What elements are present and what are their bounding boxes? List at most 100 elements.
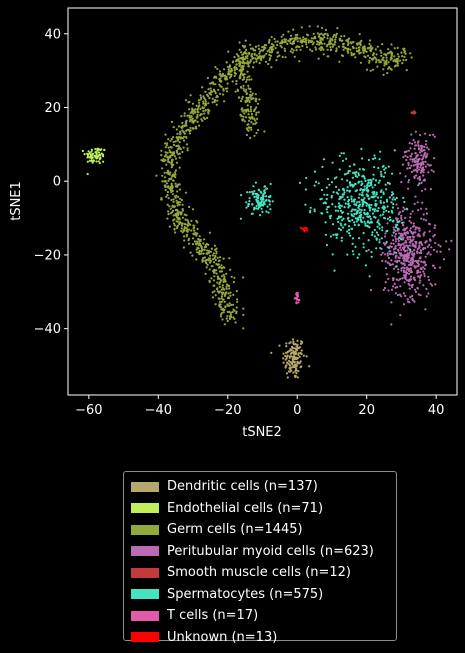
point-peritubular-myoid-cells xyxy=(422,284,425,287)
point-germ-cells xyxy=(235,290,238,293)
point-spermatocytes xyxy=(251,203,254,206)
point-peritubular-myoid-cells xyxy=(381,259,384,262)
point-peritubular-myoid-cells xyxy=(401,163,404,166)
point-germ-cells xyxy=(211,258,215,261)
point-germ-cells xyxy=(191,243,195,246)
point-spermatocytes xyxy=(357,174,360,177)
point-germ-cells xyxy=(193,224,196,227)
point-spermatocytes xyxy=(338,207,341,210)
point-t-cells xyxy=(293,297,296,300)
point-germ-cells xyxy=(169,171,172,174)
point-germ-cells xyxy=(221,93,225,96)
point-spermatocytes xyxy=(309,206,312,209)
point-peritubular-myoid-cells xyxy=(420,181,423,184)
point-spermatocytes xyxy=(348,204,351,207)
point-germ-cells xyxy=(163,171,166,174)
point-spermatocytes xyxy=(353,200,356,203)
point-spermatocytes xyxy=(385,209,388,212)
point-dendritic-cells xyxy=(308,365,311,368)
point-spermatocytes xyxy=(265,187,268,190)
point-germ-cells xyxy=(256,102,260,105)
point-spermatocytes xyxy=(338,168,341,171)
point-germ-cells xyxy=(368,39,372,42)
point-germ-cells xyxy=(189,223,192,226)
point-germ-cells xyxy=(202,242,205,245)
point-dendritic-cells xyxy=(290,369,293,372)
point-peritubular-myoid-cells xyxy=(419,257,422,260)
point-spermatocytes xyxy=(309,211,312,214)
point-germ-cells xyxy=(222,89,225,92)
point-spermatocytes xyxy=(388,216,391,219)
point-spermatocytes xyxy=(246,191,249,194)
point-germ-cells xyxy=(283,47,286,50)
point-spermatocytes xyxy=(353,221,356,224)
point-germ-cells xyxy=(223,300,226,303)
point-peritubular-myoid-cells xyxy=(390,288,394,291)
point-germ-cells xyxy=(194,111,197,114)
point-germ-cells xyxy=(220,264,223,267)
point-germ-cells xyxy=(171,193,174,196)
point-spermatocytes xyxy=(396,221,399,224)
point-germ-cells xyxy=(368,56,371,60)
point-spermatocytes xyxy=(348,232,351,235)
point-spermatocytes xyxy=(388,196,391,199)
point-germ-cells xyxy=(254,122,257,125)
point-germ-cells xyxy=(300,39,303,42)
point-germ-cells xyxy=(172,126,175,129)
point-germ-cells xyxy=(207,249,211,253)
point-peritubular-myoid-cells xyxy=(413,288,417,291)
point-germ-cells xyxy=(215,262,218,266)
point-dendritic-cells xyxy=(296,362,299,365)
point-germ-cells xyxy=(250,116,253,119)
x-axis-label: tSNE2 xyxy=(242,425,282,440)
point-germ-cells xyxy=(226,310,229,314)
point-peritubular-myoid-cells xyxy=(417,159,420,162)
point-germ-cells xyxy=(280,35,283,38)
point-germ-cells xyxy=(185,233,189,236)
point-germ-cells xyxy=(211,296,214,299)
point-peritubular-myoid-cells xyxy=(424,241,427,244)
point-germ-cells xyxy=(251,57,254,60)
point-germ-cells xyxy=(191,208,195,211)
point-peritubular-myoid-cells xyxy=(419,148,422,152)
point-germ-cells xyxy=(167,138,170,141)
point-germ-cells xyxy=(180,198,183,202)
point-germ-cells xyxy=(214,258,217,262)
point-germ-cells xyxy=(225,317,228,320)
point-germ-cells xyxy=(400,51,403,54)
point-germ-cells xyxy=(193,226,196,229)
point-peritubular-myoid-cells xyxy=(378,238,381,241)
point-germ-cells xyxy=(188,120,191,123)
point-spermatocytes xyxy=(370,221,373,224)
point-germ-cells xyxy=(177,153,180,156)
point-germ-cells xyxy=(175,128,178,131)
legend-label: Dendritic cells (n=137) xyxy=(167,479,318,495)
point-endothelial-cells xyxy=(97,160,100,163)
point-spermatocytes xyxy=(339,228,342,231)
point-germ-cells xyxy=(216,256,219,259)
point-spermatocytes xyxy=(380,175,383,178)
point-spermatocytes xyxy=(366,202,369,205)
point-germ-cells xyxy=(171,189,174,192)
point-germ-cells xyxy=(233,74,236,77)
point-germ-cells xyxy=(167,213,170,216)
point-spermatocytes xyxy=(324,233,327,236)
point-spermatocytes xyxy=(269,194,272,198)
point-dendritic-cells xyxy=(284,354,287,358)
point-germ-cells xyxy=(230,73,233,76)
point-germ-cells xyxy=(196,227,199,231)
point-peritubular-myoid-cells xyxy=(404,154,407,157)
point-spermatocytes xyxy=(378,241,381,244)
point-dendritic-cells xyxy=(292,347,295,350)
point-germ-cells xyxy=(393,47,396,50)
point-germ-cells xyxy=(260,58,263,62)
point-spermatocytes xyxy=(341,159,345,162)
point-spermatocytes xyxy=(357,172,360,175)
point-germ-cells xyxy=(296,40,299,43)
point-peritubular-myoid-cells xyxy=(438,266,442,269)
point-germ-cells xyxy=(289,50,292,53)
point-germ-cells xyxy=(268,51,271,54)
point-peritubular-myoid-cells xyxy=(412,222,415,225)
point-germ-cells xyxy=(226,315,229,318)
point-germ-cells xyxy=(189,111,192,114)
